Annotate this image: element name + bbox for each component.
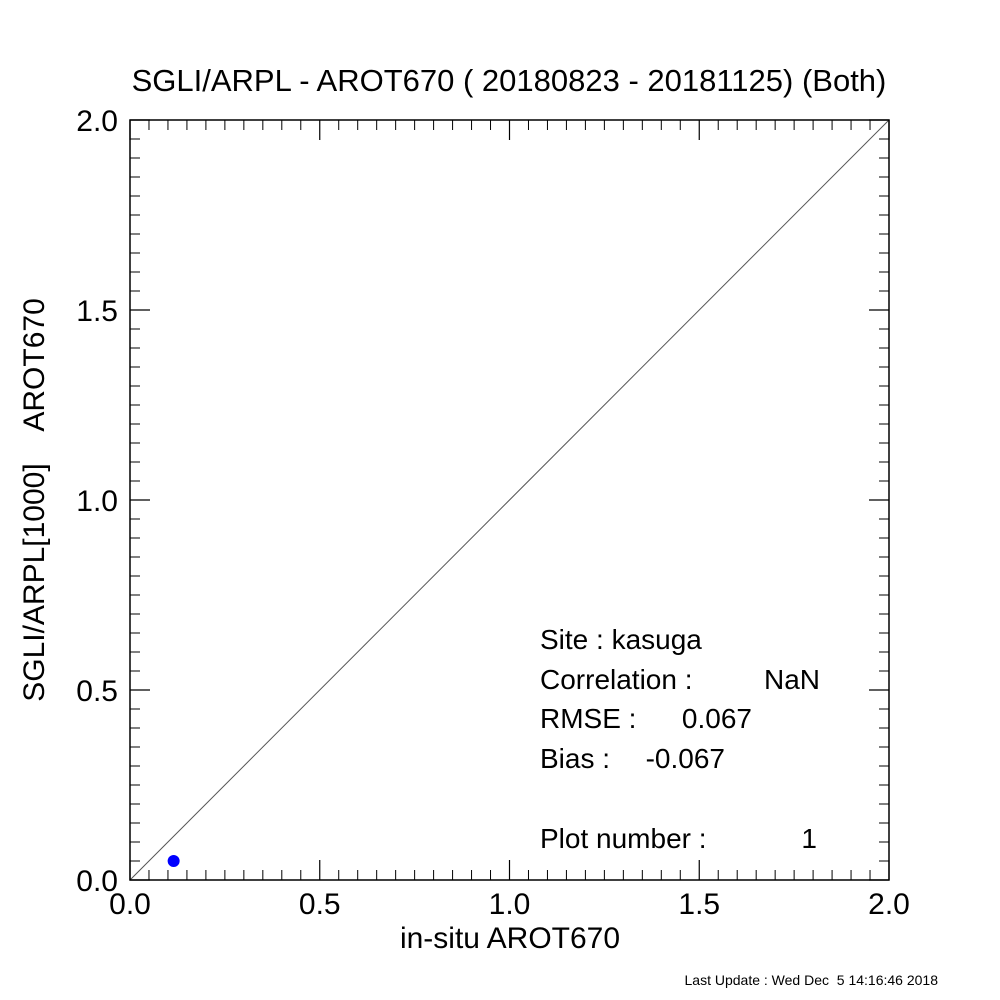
y-tick-label: 1.5 [76, 295, 118, 328]
rmse-value: 0.067 [682, 703, 752, 734]
x-tick-label: 2.0 [868, 888, 910, 921]
y-tick-label: 0.5 [76, 675, 118, 708]
scatter-point [167, 855, 180, 867]
chart-title: SGLI/ARPL - AROT670 ( 20180823 - 2018112… [132, 63, 887, 98]
x-tick-label: 1.5 [678, 888, 720, 921]
plot-number-label: Plot number : [540, 823, 707, 854]
x-tick-label: 0.0 [109, 888, 151, 921]
data-points [167, 855, 180, 867]
bias-label: Bias : [540, 743, 610, 774]
correlation-value: NaN [764, 664, 820, 695]
correlation-label: Correlation : [540, 664, 693, 695]
minor-ticks [130, 120, 889, 880]
y-tick-label: 2.0 [76, 105, 118, 138]
y-axis-label: SGLI/ARPL[1000] AROT670 [18, 298, 51, 702]
y-tick-label: 0.0 [76, 865, 118, 898]
rmse-label: RMSE : [540, 703, 636, 734]
site-text: Site : kasuga [540, 624, 702, 655]
plot-number-value: 1 [801, 823, 817, 854]
bias-value: -0.067 [646, 743, 725, 774]
one-to-one-line [129, 119, 890, 881]
plot-frame [129, 119, 890, 881]
last-update-text: Last Update : Wed Dec 5 14:16:46 2018 [685, 972, 939, 988]
x-axis-label: in-situ AROT670 [400, 922, 620, 955]
y-tick-label: 1.0 [76, 485, 118, 518]
x-tick-label: 0.5 [299, 888, 341, 921]
tick-labels: 0.00.0 0.5 0.5 1.0 1.0 1.5 1.5 2.0 2.0 [76, 105, 910, 921]
x-tick-label: 1.0 [489, 888, 531, 921]
statistics-box: Site : kasuga Correlation : NaN RMSE : 0… [540, 624, 820, 854]
